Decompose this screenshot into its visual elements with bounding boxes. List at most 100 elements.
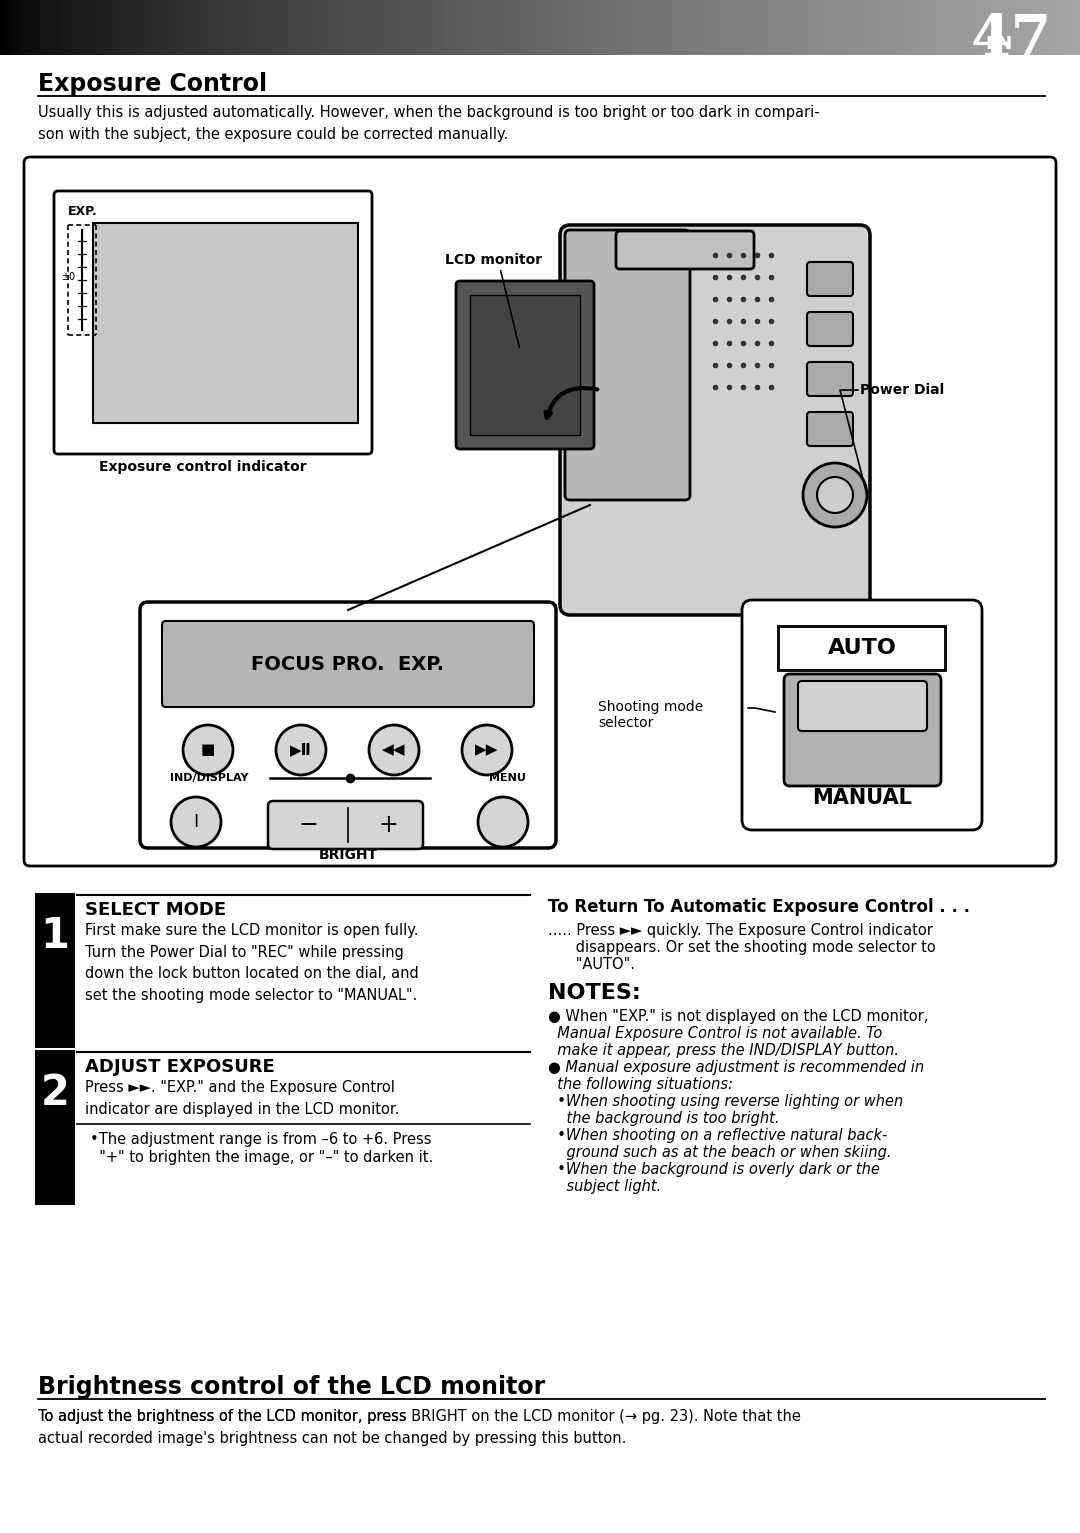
Bar <box>86 0 90 55</box>
Bar <box>515 0 518 55</box>
Text: BRIGHT: BRIGHT <box>319 848 378 862</box>
Bar <box>176 0 180 55</box>
FancyBboxPatch shape <box>54 192 372 454</box>
Text: disappears. Or set the shooting mode selector to: disappears. Or set the shooting mode sel… <box>548 940 935 955</box>
Bar <box>846 0 850 55</box>
Bar <box>32 0 36 55</box>
Bar <box>332 0 335 55</box>
Bar <box>65 0 68 55</box>
Bar <box>594 0 597 55</box>
Bar <box>821 0 824 55</box>
Bar <box>637 0 640 55</box>
Bar <box>710 0 713 55</box>
Bar <box>940 0 943 55</box>
Bar <box>278 0 281 55</box>
Text: IND/DISPLAY: IND/DISPLAY <box>170 773 248 783</box>
Bar <box>1048 0 1051 55</box>
Bar <box>926 0 929 55</box>
Text: Press ►►. "EXP." and the Exposure Control
indicator are displayed in the LCD mon: Press ►►. "EXP." and the Exposure Contro… <box>85 1081 400 1116</box>
Bar <box>936 0 940 55</box>
Bar <box>893 0 896 55</box>
Bar <box>835 0 839 55</box>
Bar <box>616 0 619 55</box>
Bar <box>248 0 252 55</box>
Text: 47: 47 <box>971 12 1052 67</box>
Bar <box>990 0 994 55</box>
Bar <box>130 0 133 55</box>
Bar <box>457 0 461 55</box>
Bar <box>180 0 184 55</box>
FancyBboxPatch shape <box>565 230 690 500</box>
Bar <box>159 0 162 55</box>
Bar <box>378 0 381 55</box>
Bar <box>464 0 468 55</box>
Bar <box>1037 0 1040 55</box>
Bar <box>213 0 216 55</box>
Bar <box>867 0 872 55</box>
Bar <box>313 0 316 55</box>
Bar <box>418 0 421 55</box>
Bar <box>0 0 3 55</box>
Bar <box>612 0 616 55</box>
Bar <box>972 0 975 55</box>
Bar <box>950 0 954 55</box>
FancyBboxPatch shape <box>24 156 1056 866</box>
Bar <box>224 0 227 55</box>
Bar <box>51 0 54 55</box>
Bar <box>198 0 202 55</box>
Bar <box>1026 0 1029 55</box>
Bar <box>25 0 29 55</box>
Bar <box>440 0 443 55</box>
Bar <box>662 0 666 55</box>
Bar <box>321 0 324 55</box>
Bar <box>770 0 774 55</box>
Bar <box>461 0 464 55</box>
Bar <box>1023 0 1026 55</box>
Bar <box>921 0 926 55</box>
FancyBboxPatch shape <box>807 412 853 446</box>
Bar <box>910 0 915 55</box>
FancyBboxPatch shape <box>561 225 870 615</box>
Bar <box>429 0 432 55</box>
Bar <box>738 0 742 55</box>
Bar <box>3 0 8 55</box>
Bar <box>262 0 267 55</box>
Bar <box>694 0 699 55</box>
Text: ▶▶: ▶▶ <box>475 742 499 757</box>
Bar <box>151 0 154 55</box>
Text: To Return To Automatic Exposure Control . . .: To Return To Automatic Exposure Control … <box>548 898 970 917</box>
Bar <box>586 0 591 55</box>
Bar <box>421 0 424 55</box>
Bar <box>954 0 958 55</box>
Bar <box>497 0 500 55</box>
Bar <box>748 0 753 55</box>
Bar <box>562 0 565 55</box>
Bar <box>958 0 961 55</box>
Bar <box>1069 0 1072 55</box>
Bar <box>93 222 357 423</box>
Bar <box>40 0 43 55</box>
Bar <box>702 0 705 55</box>
Bar <box>774 0 778 55</box>
FancyBboxPatch shape <box>742 599 982 829</box>
Bar <box>327 0 332 55</box>
Bar <box>1072 0 1077 55</box>
Bar <box>915 0 918 55</box>
Text: −: − <box>298 812 318 837</box>
Bar <box>576 0 580 55</box>
Bar <box>526 0 529 55</box>
Bar <box>483 0 486 55</box>
Bar <box>35 1050 75 1205</box>
Text: 1: 1 <box>41 915 69 957</box>
Bar <box>302 0 306 55</box>
Bar <box>688 0 691 55</box>
Bar <box>1001 0 1004 55</box>
Bar <box>964 0 969 55</box>
Bar <box>90 0 94 55</box>
Bar <box>767 0 770 55</box>
Bar <box>839 0 842 55</box>
Bar <box>997 0 1001 55</box>
Text: •The adjustment range is from –6 to +6. Press: •The adjustment range is from –6 to +6. … <box>90 1131 432 1147</box>
Bar <box>205 0 208 55</box>
Bar <box>778 0 781 55</box>
